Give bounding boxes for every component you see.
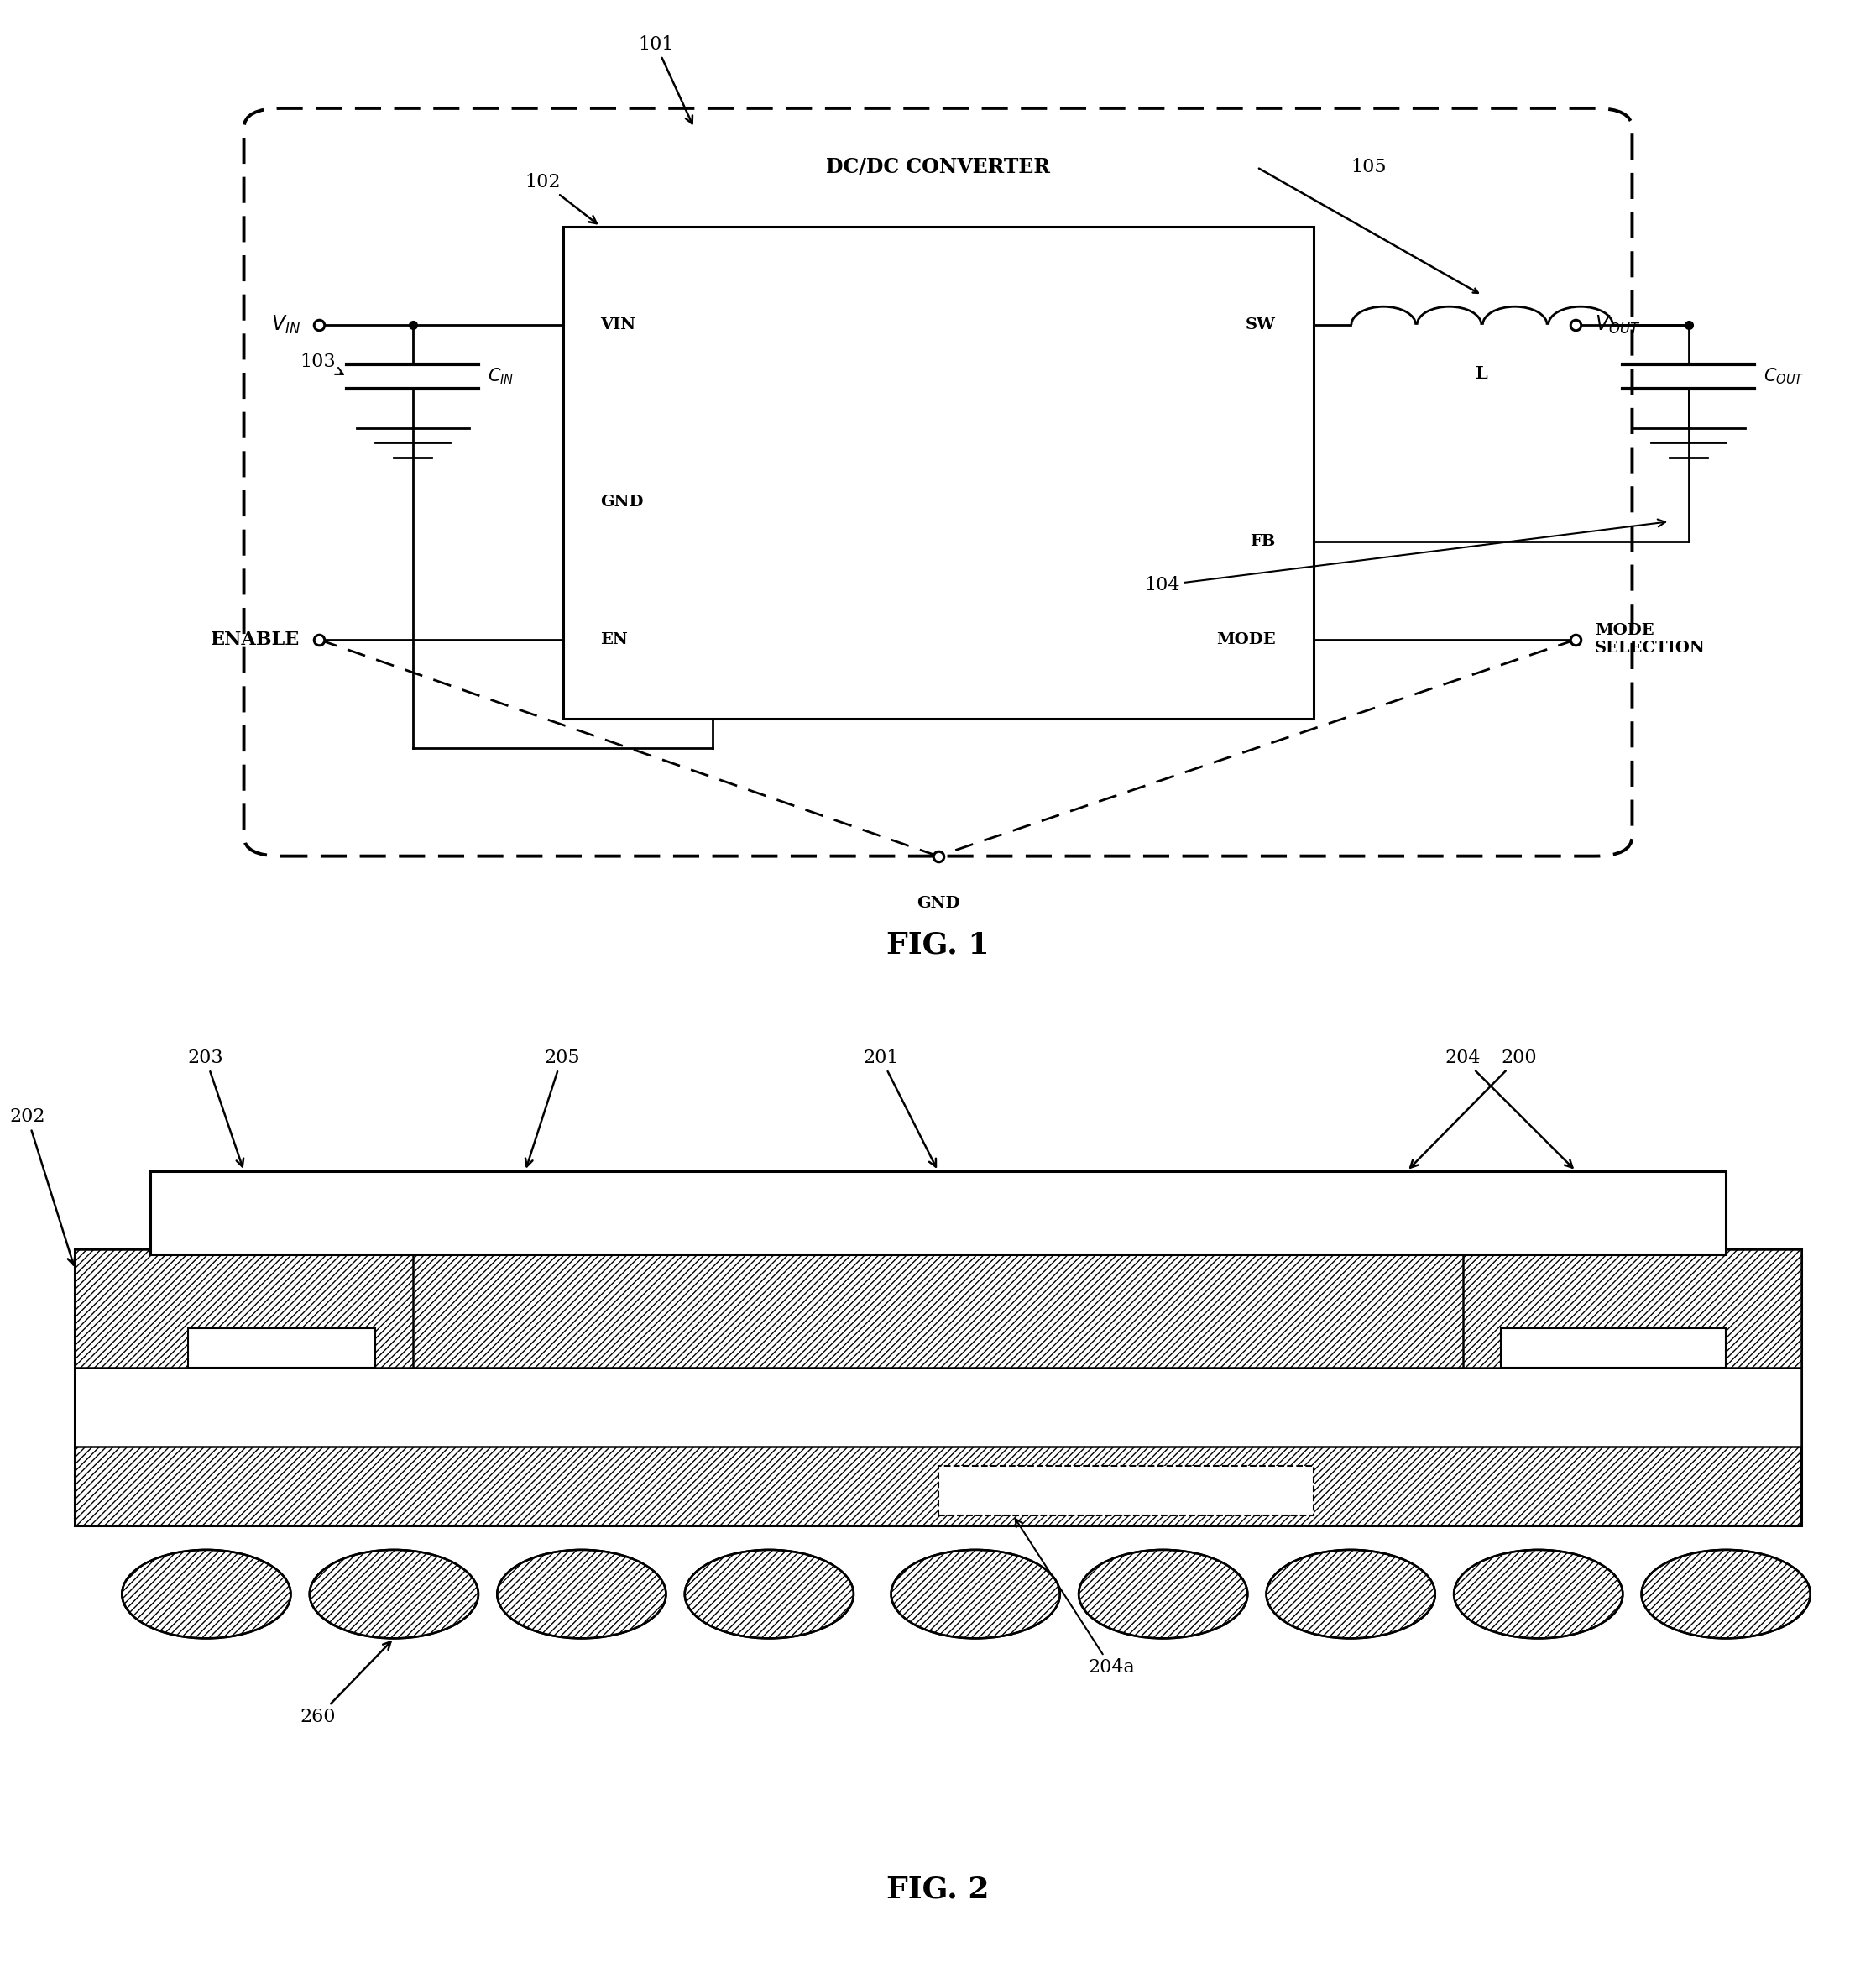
Text: GND: GND [600, 494, 643, 510]
Circle shape [685, 1551, 854, 1637]
Text: 260: 260 [300, 1641, 390, 1726]
Bar [75, 1250, 1801, 1525]
Text: 205: 205 [525, 1049, 580, 1167]
Bar [150, 1171, 1726, 1256]
Circle shape [310, 1551, 478, 1637]
Bar [188, 1328, 375, 1368]
Text: EN: EN [600, 632, 628, 647]
Text: SW: SW [1246, 317, 1276, 333]
Bar [938, 1466, 1313, 1515]
Text: MODE
SELECTION: MODE SELECTION [1595, 624, 1705, 655]
Text: 203: 203 [188, 1049, 244, 1167]
Text: FB: FB [1249, 533, 1276, 549]
Text: $C_{OUT}$: $C_{OUT}$ [1763, 366, 1805, 386]
Text: 105: 105 [1351, 157, 1386, 177]
Text: 101: 101 [638, 35, 692, 124]
Circle shape [1642, 1551, 1810, 1637]
Text: 102: 102 [525, 173, 597, 224]
Text: GND: GND [915, 895, 961, 911]
Text: 204a: 204a [1015, 1519, 1135, 1677]
Bar [75, 1250, 413, 1368]
Text: DC/DC CONVERTER: DC/DC CONVERTER [825, 157, 1051, 177]
Text: $V_{IN}$: $V_{IN}$ [270, 313, 300, 337]
Text: L: L [1476, 366, 1488, 382]
Text: VIN: VIN [600, 317, 636, 333]
Text: FIG. 2: FIG. 2 [887, 1876, 989, 1903]
Bar [1463, 1250, 1801, 1368]
Text: $V_{OUT}$: $V_{OUT}$ [1595, 313, 1640, 337]
Bar [1463, 1250, 1801, 1368]
Bar [75, 1368, 1801, 1446]
Circle shape [1266, 1551, 1435, 1637]
Text: MODE: MODE [1216, 632, 1276, 647]
Text: 103: 103 [300, 352, 343, 374]
Bar [75, 1250, 413, 1368]
Text: 200: 200 [1411, 1049, 1536, 1167]
Bar [1501, 1328, 1726, 1368]
Bar [75, 1250, 1801, 1525]
Text: $C_{IN}$: $C_{IN}$ [488, 366, 514, 386]
Text: FIG. 1: FIG. 1 [887, 931, 989, 958]
Bar [563, 226, 1313, 718]
Circle shape [1079, 1551, 1248, 1637]
Text: 104: 104 [1144, 520, 1666, 594]
Text: ENABLE: ENABLE [210, 630, 300, 649]
Circle shape [891, 1551, 1060, 1637]
Circle shape [122, 1551, 291, 1637]
Text: 201: 201 [863, 1049, 936, 1167]
Circle shape [497, 1551, 666, 1637]
Circle shape [1454, 1551, 1623, 1637]
Text: 202: 202 [9, 1108, 75, 1265]
Text: 204: 204 [1445, 1049, 1572, 1167]
